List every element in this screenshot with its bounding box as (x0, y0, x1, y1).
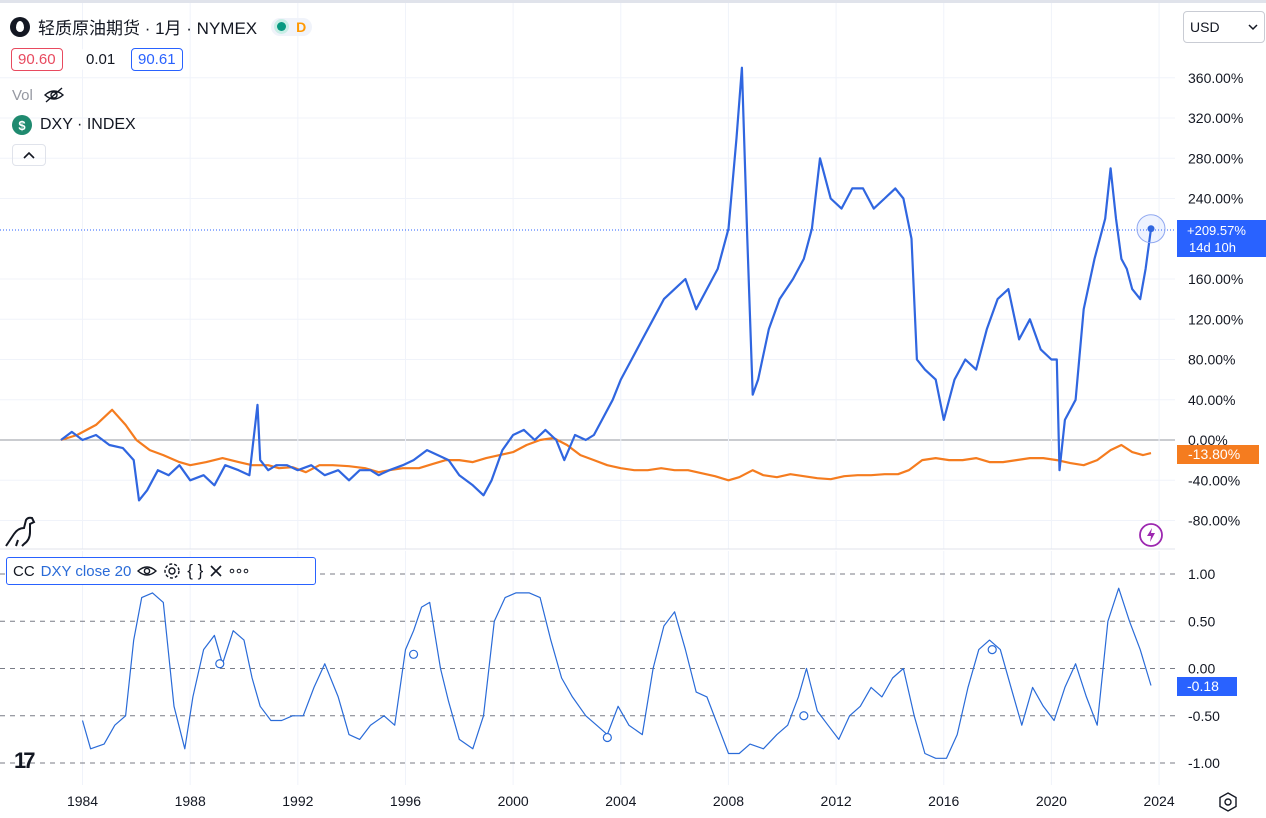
x-tick-label: 2020 (1036, 793, 1067, 809)
symbol-legend[interactable]: 轻质原油期货 · 1月 · NYMEX D (10, 14, 313, 39)
vol-label: Vol (12, 86, 33, 104)
indicator-y-tick-label: 0.50 (1188, 613, 1215, 629)
y-tick-label: -40.00% (1188, 472, 1240, 488)
chevron-up-icon (23, 151, 35, 159)
x-tick-label: 2000 (498, 793, 529, 809)
indicator-layer (81, 587, 1152, 759)
y-tick-label: 280.00% (1188, 150, 1243, 166)
bid-price-box[interactable]: 90.60 (11, 48, 63, 71)
compare-legend[interactable]: $ DXY · INDEX (12, 115, 136, 135)
y-tick-label: 80.00% (1188, 352, 1235, 368)
indicator-marker (602, 732, 612, 743)
y-tick-label: -80.00% (1188, 513, 1240, 529)
interval-badge: D (296, 18, 307, 35)
dollar-icon: $ (12, 115, 32, 135)
x-tick-label: 2004 (605, 793, 636, 809)
ask-price: 90.61 (138, 51, 176, 68)
y-tick-label: 360.00% (1188, 70, 1243, 86)
eye-hidden-icon[interactable] (43, 86, 65, 104)
indicator-y-tick-label: 0.00 (1188, 661, 1215, 677)
y-tick-label: 240.00% (1188, 191, 1243, 207)
indicator-name: CC (13, 562, 35, 580)
dxy-series-line (60, 408, 1152, 482)
bid-price: 90.60 (18, 51, 56, 68)
indicator-legend[interactable]: CC DXY close 20 { } (6, 557, 316, 585)
symbol-title: 轻质原油期货 · 1月 · NYMEX (38, 19, 258, 38)
chevron-down-icon (1248, 23, 1258, 30)
indicator-marker (987, 644, 997, 655)
currency-select[interactable]: USD (1183, 11, 1265, 43)
indicator-marker (215, 659, 225, 669)
eye-icon[interactable] (137, 564, 158, 578)
x-tick-label: 1996 (390, 793, 421, 809)
y-tick-label: 0.00% (1188, 432, 1228, 448)
currency-label: USD (1190, 19, 1220, 35)
series-layer (60, 66, 1166, 502)
x-tick-label: 1988 (175, 793, 206, 809)
x-tick-label: 2024 (1143, 793, 1174, 809)
x-tick-label: 1992 (282, 793, 313, 809)
indicator-params: DXY close 20 (40, 562, 132, 580)
countdown-label: 14d 10h (1189, 240, 1236, 255)
last-point-dot (1147, 225, 1155, 233)
dxy-last-label-bg (1177, 445, 1259, 464)
collapse-legend-button[interactable] (12, 144, 46, 166)
x-tick-label: 2008 (713, 793, 744, 809)
cc-last-label: -0.18 (1187, 678, 1219, 694)
main-grid (0, 3, 1175, 549)
tradingview-logo[interactable]: 17 (14, 748, 36, 773)
indicator-y-tick-label: -0.50 (1188, 708, 1220, 724)
ask-price-box[interactable]: 90.61 (131, 48, 183, 71)
market-status-badge[interactable]: D (271, 17, 313, 36)
y-tick-label: 120.00% (1188, 311, 1243, 327)
oil-last-label: +209.57% (1187, 223, 1246, 238)
gear-icon[interactable] (163, 562, 181, 580)
spread-box: 0.01 (80, 49, 122, 70)
spread-value: 0.01 (86, 51, 116, 68)
y-tick-label: 160.00% (1188, 271, 1243, 287)
indicator-marker (799, 711, 809, 721)
braces-icon[interactable]: { } (187, 561, 204, 580)
indicator-y-axis: 1.00 0.50 0.00 -0.50 -1.00 (1188, 566, 1220, 771)
indicator-marker (408, 649, 419, 659)
dinosaur-icon[interactable] (4, 516, 38, 548)
indicator-y-tick-label: -1.00 (1188, 755, 1220, 771)
top-border (0, 0, 1266, 3)
volume-legend[interactable]: Vol (12, 86, 65, 104)
x-tick-label: 1984 (67, 793, 98, 809)
x-tick-label: 2012 (821, 793, 852, 809)
dxy-last-label: -13.80% (1188, 446, 1240, 462)
oil-series-line (60, 66, 1153, 502)
status-dot-icon (277, 22, 287, 31)
x-tick-label: 2016 (928, 793, 959, 809)
oil-last-label-bg (1177, 220, 1266, 257)
settings-icon[interactable] (1217, 791, 1239, 813)
indicator-y-tick-label: 1.00 (1188, 566, 1215, 582)
cc-indicator-line (81, 587, 1152, 759)
indicator-grid (0, 551, 1175, 785)
close-icon[interactable] (209, 564, 223, 578)
more-icon[interactable] (229, 568, 249, 574)
y-tick-label: 40.00% (1188, 392, 1235, 408)
time-axis: 1984 1988 1992 1996 2000 2004 2008 2012 2016 2020… (67, 793, 1175, 809)
cc-last-label-bg (1177, 677, 1237, 696)
main-y-axis: 360.00% 320.00% 280.00% 240.00% 160.00% 120.0… (1188, 70, 1243, 529)
compare-symbol: DXY · INDEX (40, 116, 136, 133)
price-labels: +209.57% 14d 10h -13.80% -0.18 (1177, 220, 1266, 696)
oil-drop-icon (10, 16, 30, 37)
y-tick-label: 320.00% (1188, 110, 1243, 126)
lightning-icon[interactable] (1138, 522, 1164, 548)
